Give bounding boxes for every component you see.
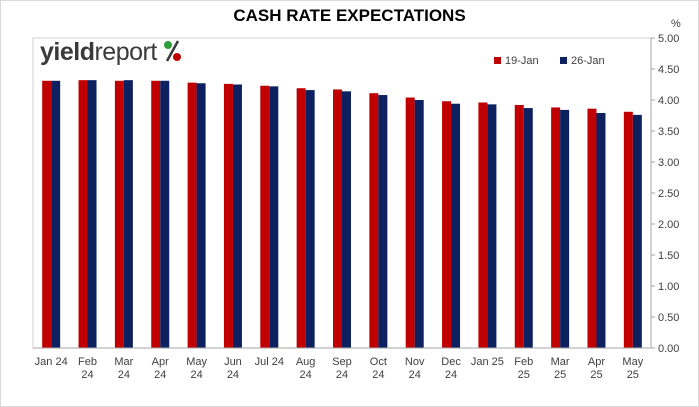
legend-swatch: [494, 57, 501, 64]
bar-19-jan: [260, 85, 270, 349]
y-tick-label: 4.00: [658, 95, 679, 107]
bar-26-jan: [269, 86, 279, 349]
bar-26-jan: [487, 104, 497, 348]
bar-26-jan: [414, 100, 424, 348]
bar-19-jan: [187, 82, 197, 348]
x-tick-label: May 25: [622, 356, 643, 381]
x-tick-label: Feb 25: [514, 356, 533, 381]
y-tick-label: 2.00: [658, 219, 679, 231]
bar-19-jan: [223, 83, 233, 348]
bar-19-jan: [551, 107, 561, 348]
bar-26-jan: [523, 108, 533, 348]
x-tick-label: Dec 24: [441, 356, 461, 381]
bar-19-jan: [151, 80, 161, 348]
bar-19-jan: [478, 102, 488, 348]
bar-26-jan: [87, 80, 97, 348]
bar-19-jan: [514, 104, 524, 349]
yieldreport-logo: yieldreport: [40, 38, 181, 66]
bar-19-jan: [587, 108, 597, 349]
bar-19-jan: [114, 80, 124, 348]
bar-26-jan: [51, 80, 61, 348]
x-tick-label: Mar 25: [551, 356, 570, 381]
legend-swatch: [560, 57, 567, 64]
legend-label: 26-Jan: [571, 55, 605, 67]
x-tick-label: Sep 24: [332, 356, 352, 381]
bar-26-jan: [596, 113, 606, 349]
y-tick-label: 0.00: [658, 343, 679, 355]
logo-percent-dot-red: [173, 53, 181, 61]
bar-26-jan: [451, 103, 461, 348]
y-tick-label: 3.50: [658, 126, 679, 138]
x-tick-label: Mar 24: [114, 356, 133, 381]
logo-wordmark: yieldreport: [40, 38, 157, 66]
x-tick-label: Feb 24: [78, 356, 97, 381]
x-tick-label: Apr 25: [588, 356, 605, 381]
logo-percent-slash: [165, 40, 180, 62]
y-tick-label: 4.50: [658, 64, 679, 76]
y-axis-unit-label: %: [671, 18, 681, 30]
bar-19-jan: [369, 93, 379, 349]
bar-19-jan: [623, 111, 633, 348]
y-tick-label: 3.00: [658, 157, 679, 169]
legend-label: 19-Jan: [505, 55, 539, 67]
bar-19-jan: [333, 89, 342, 349]
y-tick-label: 0.50: [658, 312, 679, 324]
x-tick-label: Jun 24: [224, 356, 242, 381]
bar-26-jan: [196, 83, 206, 348]
bar-19-jan: [78, 80, 88, 348]
y-tick-label: 1.00: [658, 281, 679, 293]
x-tick-label: Jul 24: [255, 356, 284, 368]
bar-19-jan: [296, 88, 306, 348]
chart-title: CASH RATE EXPECTATIONS: [233, 6, 466, 25]
x-tick-label: May 24: [186, 356, 207, 381]
x-tick-label: Nov 24: [405, 356, 425, 381]
bar-26-jan: [560, 109, 570, 348]
x-tick-label: Oct 24: [370, 356, 387, 381]
bar-26-jan: [342, 91, 351, 348]
bar-19-jan: [442, 101, 452, 349]
x-tick-label: Aug 24: [296, 356, 316, 381]
logo-percent-dot-green: [164, 41, 172, 49]
bar-19-jan: [405, 97, 415, 349]
y-tick-label: 5.00: [658, 33, 679, 45]
x-tick-label: Jan 24: [35, 356, 68, 368]
x-tick-label: Apr 24: [152, 356, 169, 381]
y-axis: 0.00 0.50 1.00 1.50 2.00 2.50 3.00 3.50 4.00 4.50…: [650, 18, 681, 355]
bars-group: [42, 80, 642, 349]
y-tick-label: 2.50: [658, 188, 679, 200]
legend: 19-Jan 26-Jan: [494, 55, 605, 67]
bar-26-jan: [378, 95, 388, 348]
bar-26-jan: [305, 90, 315, 348]
bar-26-jan: [232, 84, 242, 348]
x-axis: Jan 24 Feb 24 Mar 24 Apr 24 May 24 Jun 24 Jul 24 Aug…: [33, 347, 651, 381]
bar-26-jan: [160, 80, 170, 348]
y-tick-label: 1.50: [658, 250, 679, 262]
bar-26-jan: [123, 80, 133, 348]
bar-26-jan: [632, 114, 642, 348]
x-tick-label: Jan 25: [471, 356, 504, 368]
bar-19-jan: [42, 80, 52, 348]
